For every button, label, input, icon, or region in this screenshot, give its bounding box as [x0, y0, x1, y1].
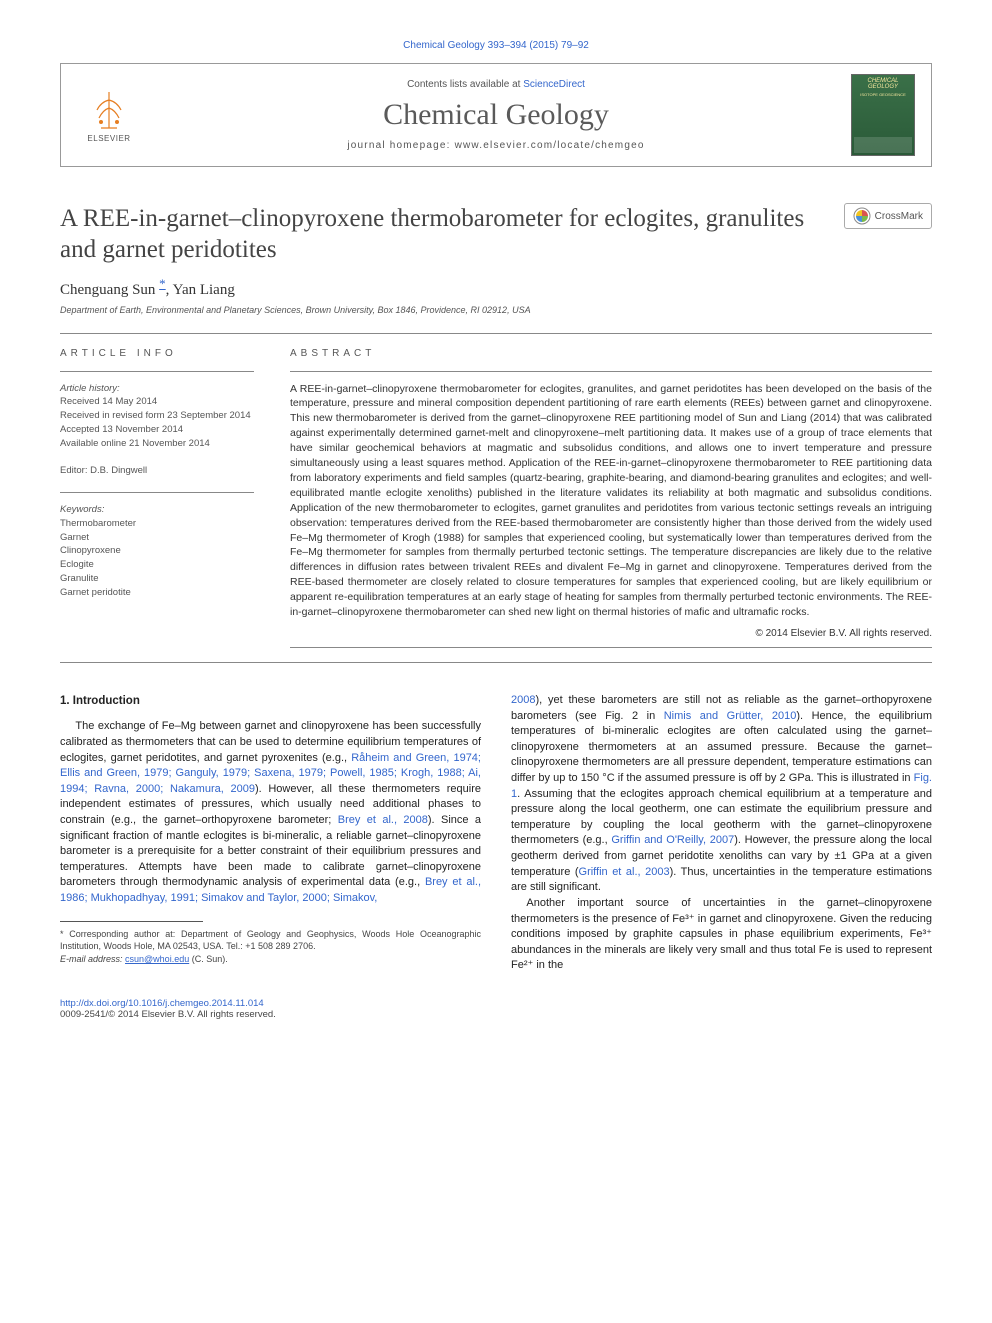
- rule-top: [60, 333, 932, 334]
- rule-info: [60, 371, 254, 372]
- rule-body-top: [60, 662, 932, 663]
- history-received: Received 14 May 2014: [60, 395, 254, 409]
- rule-abstract-bottom: [290, 647, 932, 648]
- r1-ref4[interactable]: Griffin et al., 2003: [579, 866, 670, 878]
- r1-ref1[interactable]: Nimis and Grütter, 2010: [664, 710, 797, 722]
- email-link[interactable]: csun@whoi.edu: [125, 954, 189, 964]
- crossmark-icon: [853, 207, 871, 225]
- email-label: E-mail address:: [60, 954, 125, 964]
- section-1-heading: 1. Introduction: [60, 693, 481, 709]
- elsevier-logo: ELSEVIER: [77, 79, 141, 151]
- cover-subtitle: ISOTOPE GEOSCIENCE: [854, 92, 912, 97]
- keywords-label: Keywords:: [60, 503, 254, 517]
- author-2: , Yan Liang: [166, 282, 235, 298]
- homepage-url: www.elsevier.com/locate/chemgeo: [455, 140, 645, 151]
- editor-line: Editor: D.B. Dingwell: [60, 464, 254, 478]
- journal-cover-thumbnail: CHEMICAL GEOLOGY ISOTOPE GEOSCIENCE: [851, 74, 915, 156]
- keyword-3: Eclogite: [60, 558, 254, 572]
- crossmark-badge[interactable]: CrossMark: [844, 203, 932, 229]
- rule-editor: [60, 492, 254, 493]
- keyword-5: Garnet peridotite: [60, 586, 254, 600]
- intro-paragraph-1: The exchange of Fe–Mg between garnet and…: [60, 719, 481, 906]
- history-label: Article history:: [60, 382, 254, 396]
- keyword-1: Garnet: [60, 531, 254, 545]
- history-accepted: Accepted 13 November 2014: [60, 423, 254, 437]
- article-info-heading: ARTICLE INFO: [60, 348, 254, 359]
- journal-header: ELSEVIER Contents lists available at Sci…: [60, 63, 932, 167]
- p1-refs2[interactable]: Brey et al., 2008: [338, 814, 428, 826]
- affiliation: Department of Earth, Environmental and P…: [60, 305, 932, 315]
- abstract-heading: ABSTRACT: [290, 348, 932, 359]
- keyword-4: Granulite: [60, 572, 254, 586]
- abstract-text: A REE-in-garnet–clinopyroxene thermobaro…: [290, 382, 932, 621]
- sciencedirect-link[interactable]: ScienceDirect: [523, 79, 585, 90]
- elsevier-tree-icon: [87, 88, 131, 132]
- email-suffix: (C. Sun).: [189, 954, 228, 964]
- issn-line: 0009-2541/© 2014 Elsevier B.V. All right…: [60, 1009, 932, 1020]
- crossmark-label: CrossMark: [875, 211, 923, 222]
- corresponding-footnote: * Corresponding author at: Department of…: [60, 928, 481, 953]
- history-online: Available online 21 November 2014: [60, 437, 254, 451]
- email-footnote: E-mail address: csun@whoi.edu (C. Sun).: [60, 953, 481, 966]
- r1-ref3[interactable]: Griffin and O'Reilly, 2007: [611, 834, 734, 846]
- author-1: Chenguang Sun: [60, 282, 159, 298]
- keyword-2: Clinopyroxene: [60, 544, 254, 558]
- journal-homepage: journal homepage: www.elsevier.com/locat…: [141, 140, 851, 151]
- cover-title: CHEMICAL GEOLOGY: [854, 78, 912, 90]
- p1-ref-cont[interactable]: 2008: [511, 694, 535, 706]
- contents-line: Contents lists available at ScienceDirec…: [141, 79, 851, 90]
- rule-abstract-top: [290, 371, 932, 372]
- keyword-0: Thermobarometer: [60, 517, 254, 531]
- history-revised: Received in revised form 23 September 20…: [60, 409, 254, 423]
- article-title: A REE-in-garnet–clinopyroxene thermobaro…: [60, 203, 844, 266]
- intro-paragraph-1-cont: 2008), yet these barometers are still no…: [511, 693, 932, 896]
- copyright: © 2014 Elsevier B.V. All rights reserved…: [290, 628, 932, 639]
- homepage-prefix: journal homepage:: [347, 140, 454, 151]
- doi-link[interactable]: http://dx.doi.org/10.1016/j.chemgeo.2014…: [60, 998, 264, 1009]
- journal-reference: Chemical Geology 393–394 (2015) 79–92: [60, 40, 932, 51]
- journal-name: Chemical Geology: [141, 98, 851, 132]
- authors: Chenguang Sun *, Yan Liang: [60, 276, 932, 299]
- elsevier-word: ELSEVIER: [87, 134, 130, 143]
- contents-prefix: Contents lists available at: [407, 79, 523, 90]
- footnote-separator: [60, 921, 203, 922]
- intro-paragraph-2: Another important source of uncertaintie…: [511, 896, 932, 974]
